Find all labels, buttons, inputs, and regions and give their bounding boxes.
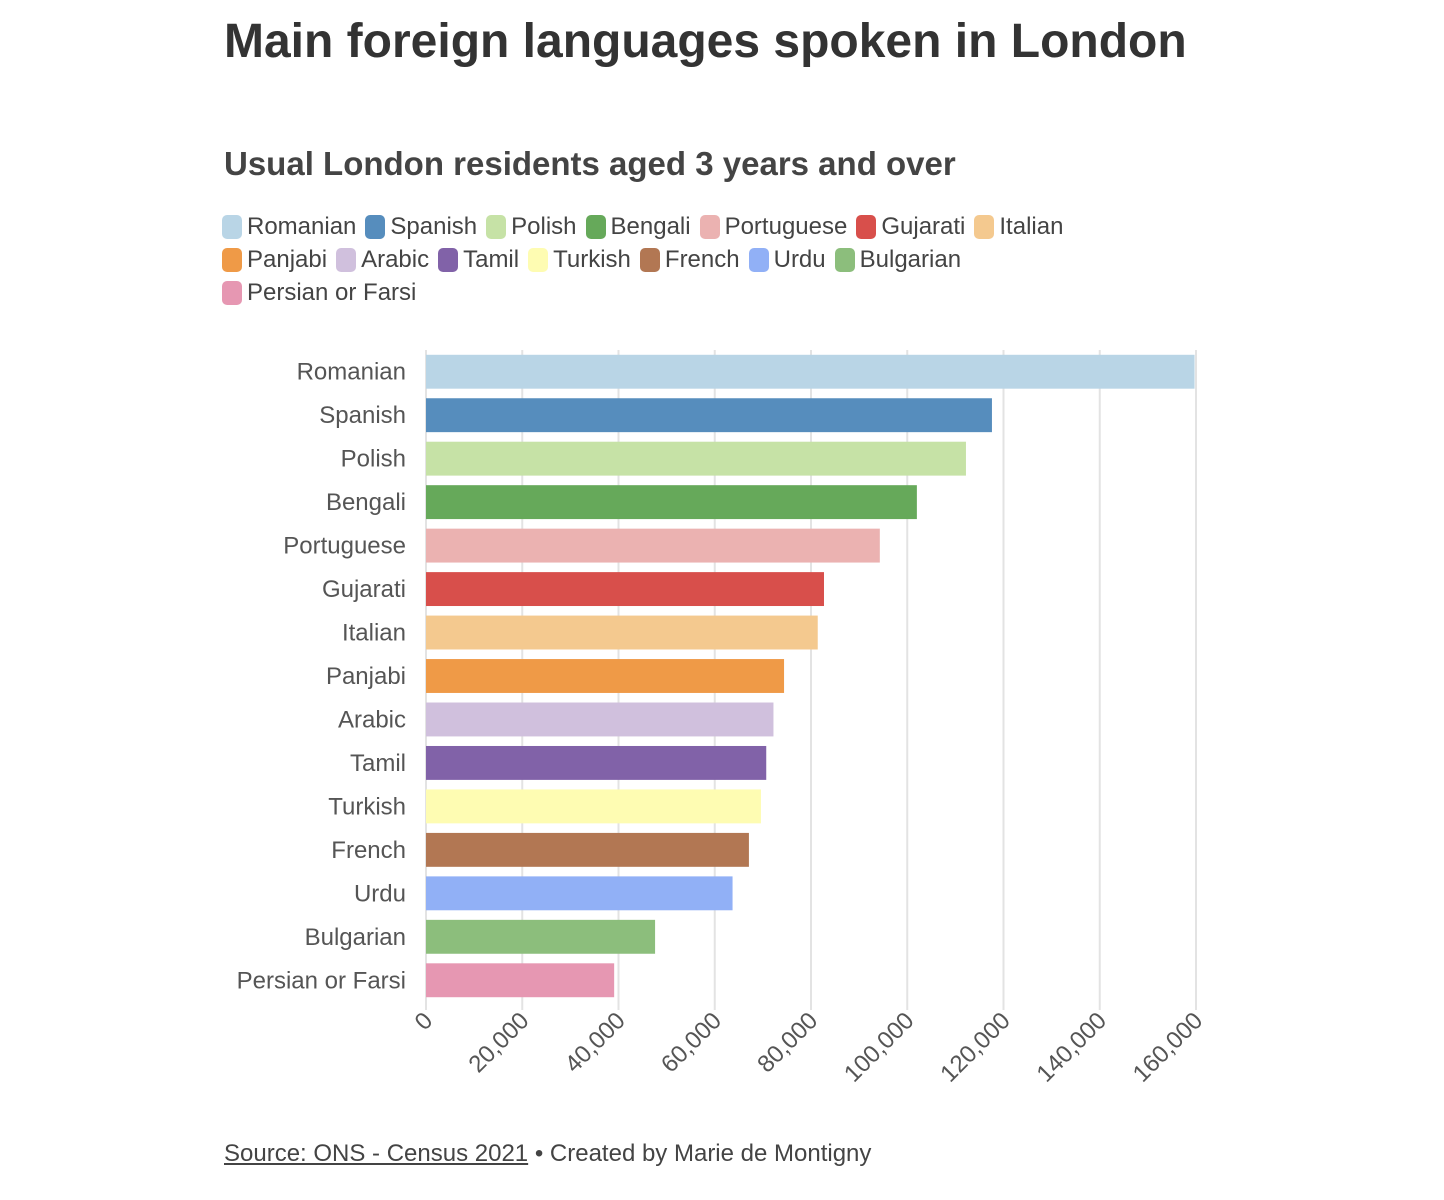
legend-item-gujarati[interactable]: Gujarati [856, 213, 965, 241]
legend-row: Persian or Farsi [222, 276, 1182, 309]
y-tick-label: Arabic [338, 706, 406, 733]
legend-row: Panjabi Arabic Tamil Turkish French Urdu… [222, 243, 1182, 276]
legend-item-italian[interactable]: Italian [974, 213, 1063, 241]
x-tick-label: 120,000 [935, 1007, 1015, 1087]
legend-item-arabic[interactable]: Arabic [336, 246, 429, 274]
x-tick-label: 40,000 [560, 1007, 631, 1078]
source-link[interactable]: Source: ONS - Census 2021 [224, 1140, 529, 1167]
x-tick-label: 20,000 [463, 1007, 534, 1078]
legend-label: Panjabi [247, 245, 328, 273]
legend-item-spanish[interactable]: Spanish [365, 213, 477, 241]
legend-label: Tamil [463, 245, 520, 273]
legend-swatch [222, 247, 242, 272]
legend-label: Bulgarian [859, 245, 962, 273]
legend-item-romanian[interactable]: Romanian [222, 213, 356, 241]
legend-swatch [639, 247, 660, 272]
y-tick-label: Spanish [319, 402, 406, 429]
legend-swatch [222, 214, 242, 239]
y-tick-label: Tamil [350, 750, 406, 777]
bar-polish [426, 441, 966, 476]
footer-separator: • [528, 1140, 550, 1167]
y-tick-label: Bengali [326, 489, 406, 516]
y-tick-label: Persian or Farsi [237, 967, 406, 994]
legend-label: Urdu [773, 245, 826, 273]
legend-label: Bengali [610, 212, 691, 240]
bar-portuguese [426, 528, 880, 563]
y-tick-label: Italian [342, 620, 406, 647]
bar-panjabi [426, 659, 785, 693]
x-tick-label: 80,000 [752, 1007, 823, 1078]
legend-label: French [664, 245, 740, 273]
x-axis-labels: 0 20,000 40,000 60,000 80,000 100,000 120,000 1… [410, 1007, 1209, 1087]
bar-tamil [426, 745, 767, 780]
bar-spanish [426, 398, 992, 433]
bar-italian [426, 615, 818, 650]
legend-label: Romanian [247, 212, 357, 240]
chart-bars [426, 354, 1195, 998]
legend-label: Italian [999, 212, 1064, 240]
legend-swatch [699, 214, 720, 239]
y-tick-label: Urdu [354, 880, 406, 907]
legend-item-panjabi[interactable]: Panjabi [222, 246, 327, 274]
legend-swatch [486, 214, 507, 239]
legend-label: Spanish [390, 212, 478, 240]
legend-item-turkish[interactable]: Turkish [528, 246, 631, 274]
y-tick-label: Romanian [297, 359, 406, 386]
y-tick-label: Portuguese [283, 533, 406, 560]
x-tick-label: 100,000 [839, 1007, 919, 1087]
legend-swatch [222, 280, 242, 305]
legend-item-french[interactable]: French [639, 245, 740, 274]
y-tick-label: Gujarati [322, 576, 406, 603]
bar-romanian [426, 354, 1195, 389]
y-tick-label: Turkish [328, 793, 406, 820]
legend-swatch [585, 214, 606, 239]
legend-label: Arabic [361, 245, 430, 273]
legend-swatch [438, 247, 459, 272]
bar-urdu [426, 876, 733, 911]
legend-swatch [856, 214, 877, 239]
legend-swatch [974, 214, 995, 239]
legend-item-tamil[interactable]: Tamil [438, 246, 519, 274]
legend-swatch [748, 247, 769, 272]
y-axis-labels: Romanian Spanish Polish Bengali Portuguese Gu… [237, 359, 406, 995]
footer-credit: Created by Marie de Montigny [549, 1140, 872, 1167]
chart-footer: Source: ONS - Census 2021 • Created by M… [224, 1140, 871, 1168]
legend-label: Polish [511, 212, 577, 240]
bar-bulgarian [426, 919, 656, 954]
x-tick-label: 0 [410, 1007, 439, 1036]
legend-item-portuguese[interactable]: Portuguese [699, 212, 848, 241]
legend-row: Romanian Spanish Polish Bengali Portugue… [222, 210, 1182, 243]
bar-gujarati [426, 572, 824, 607]
bar-bengali [426, 485, 917, 520]
y-tick-label: Panjabi [326, 663, 406, 690]
legend-swatch [834, 247, 855, 272]
legend-swatch [365, 214, 386, 239]
y-tick-label: French [331, 837, 406, 864]
x-tick-label: 60,000 [656, 1007, 727, 1078]
legend-label: Gujarati [881, 212, 966, 240]
bar-french [426, 832, 749, 867]
legend-label: Persian or Farsi [247, 278, 417, 306]
legend-item-polish[interactable]: Polish [486, 212, 577, 241]
legend-item-persian-or-farsi[interactable]: Persian or Farsi [222, 279, 416, 307]
legend-item-urdu[interactable]: Urdu [748, 245, 826, 274]
chart-subtitle: Usual London residents aged 3 years and … [224, 145, 956, 182]
legend-label: Turkish [553, 245, 631, 273]
bar-chart: Romanian Spanish Polish Bengali Portuguese Gu… [237, 350, 1209, 1088]
chart-legend: Romanian Spanish Polish Bengali Portugue… [222, 210, 1182, 309]
y-tick-label: Bulgarian [305, 924, 406, 951]
x-tick-label: 140,000 [1032, 1007, 1112, 1087]
bar-turkish [426, 789, 761, 824]
bar-arabic [426, 702, 774, 737]
legend-item-bengali[interactable]: Bengali [585, 212, 691, 241]
x-tick-label: 160,000 [1128, 1007, 1208, 1087]
legend-item-bulgarian[interactable]: Bulgarian [834, 245, 962, 274]
legend-swatch [336, 247, 357, 272]
bar-persian-or-farsi [426, 963, 615, 998]
legend-label: Portuguese [724, 212, 848, 240]
chart-title: Main foreign languages spoken in London [224, 15, 1187, 68]
legend-swatch [528, 247, 549, 272]
y-tick-label: Polish [341, 446, 406, 473]
